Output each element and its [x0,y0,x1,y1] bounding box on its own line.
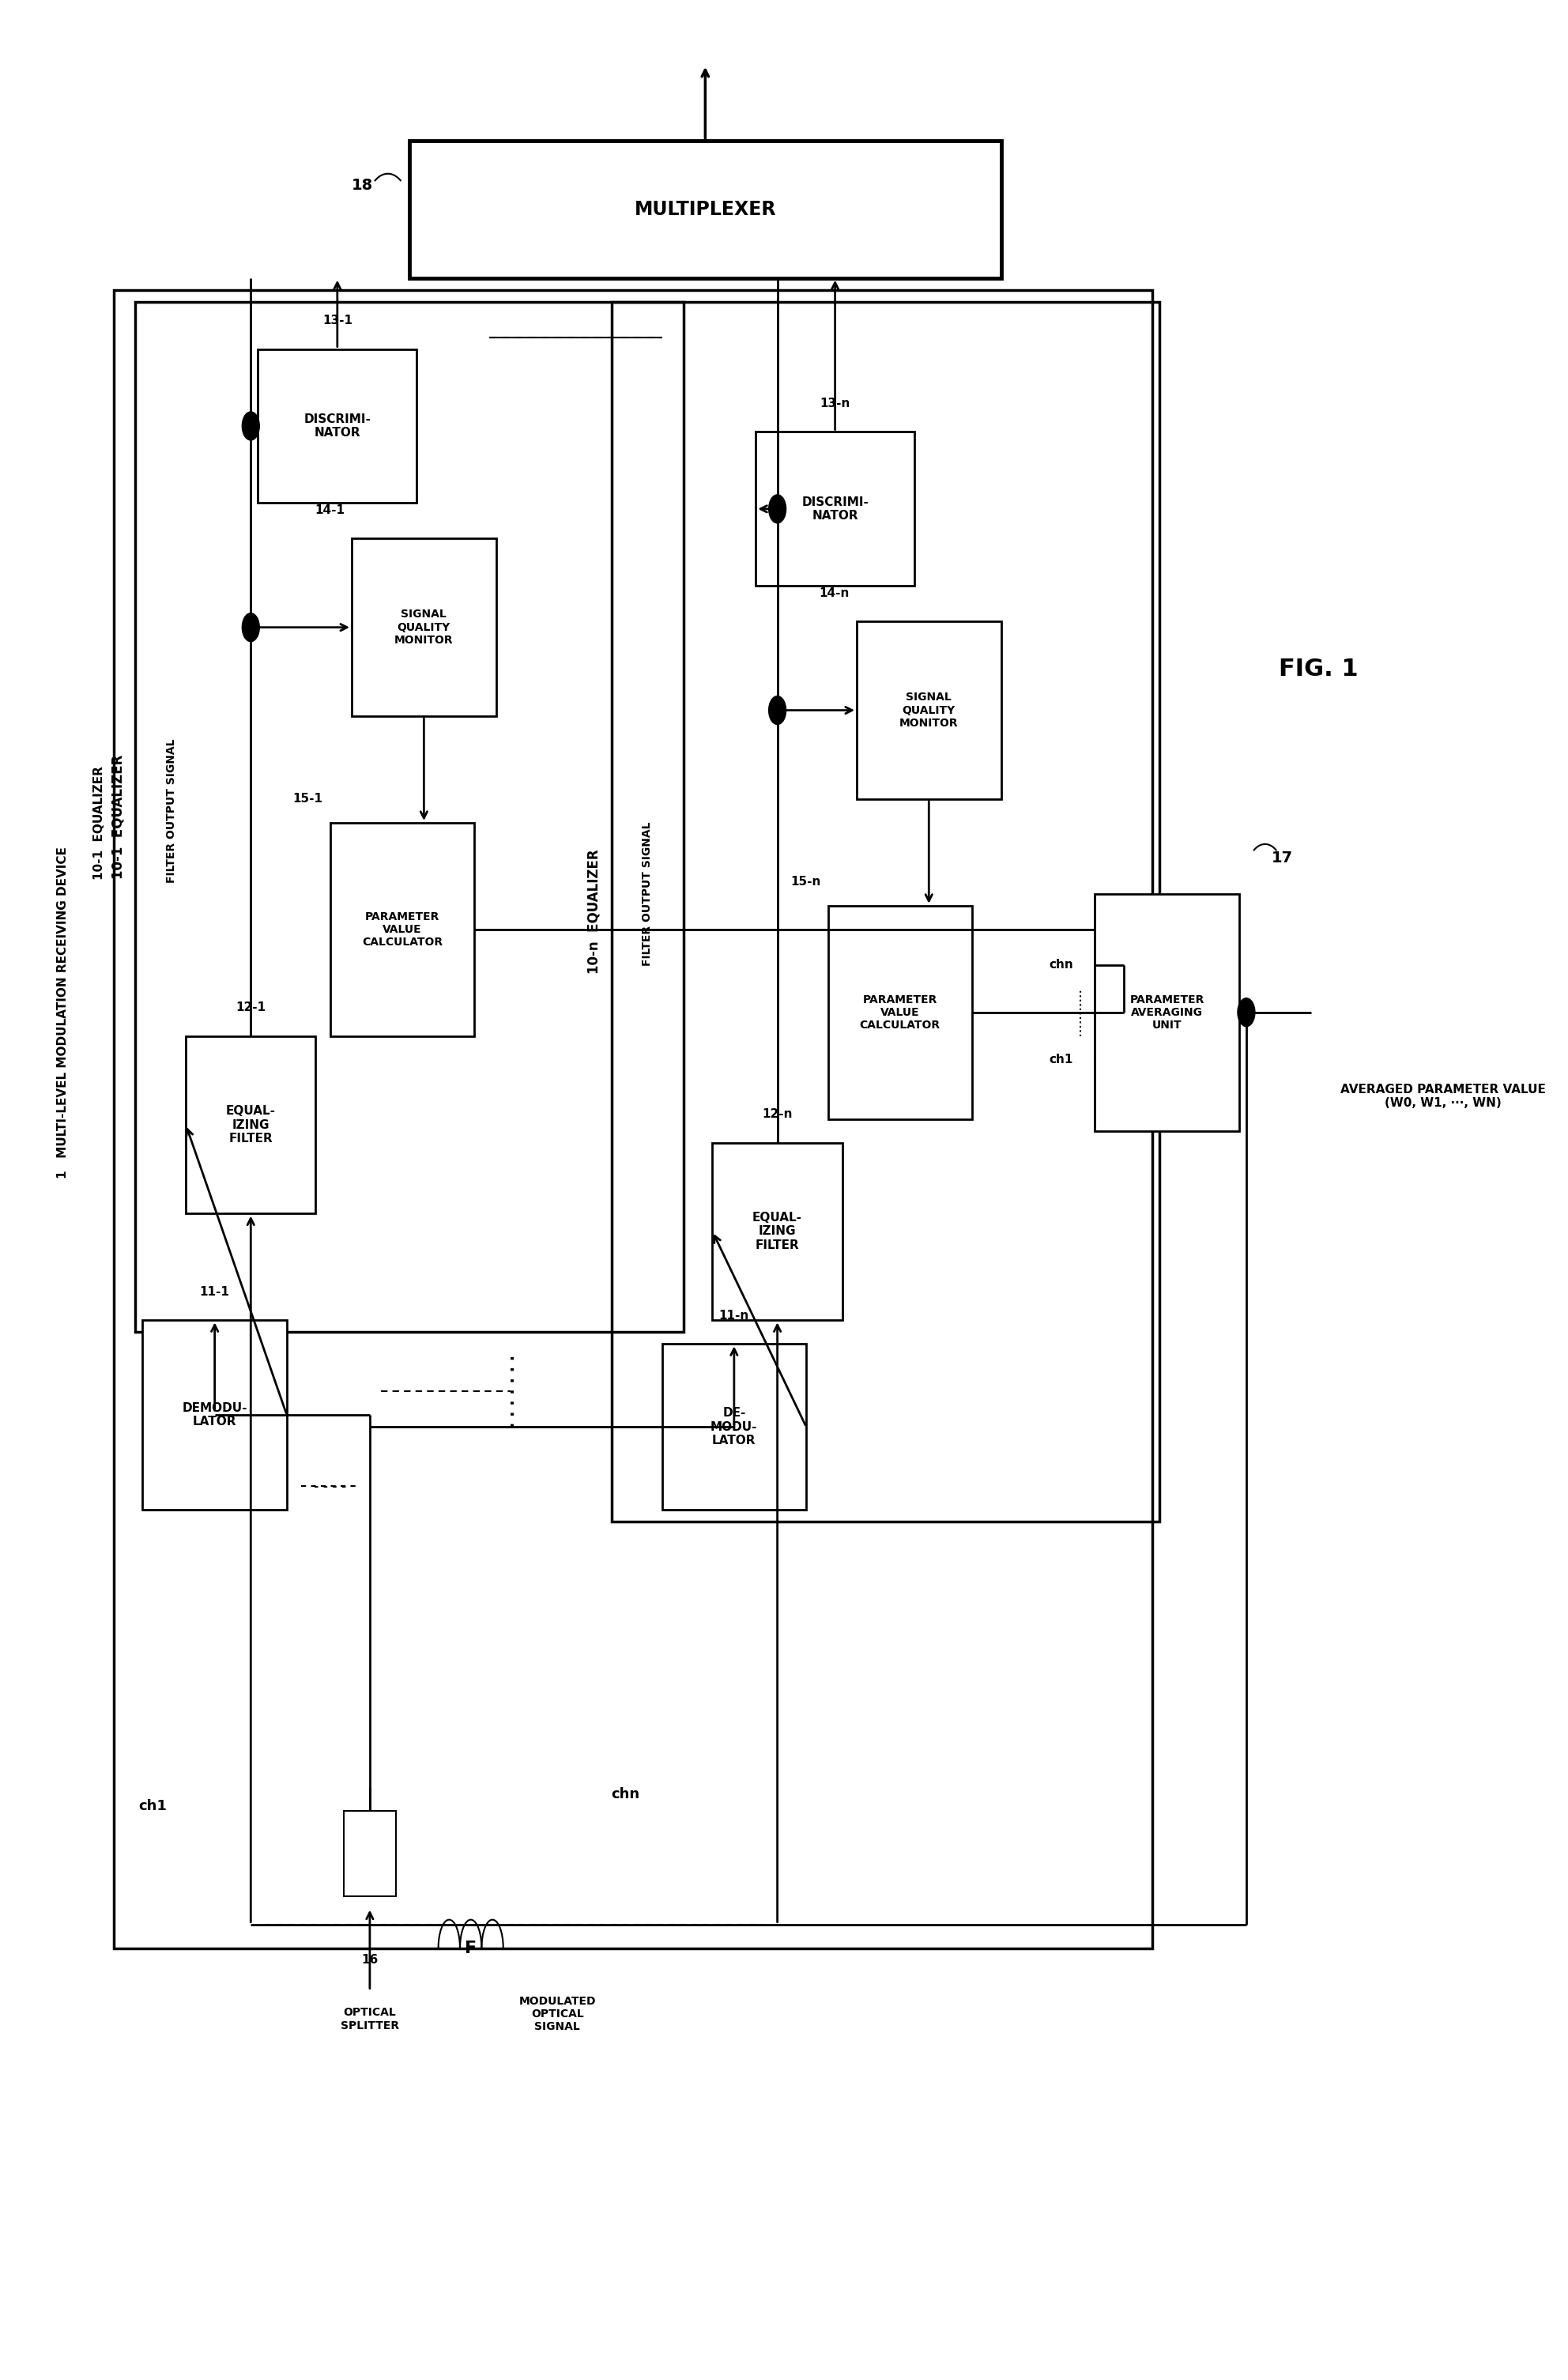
Text: DISCRIMI-
NATOR: DISCRIMI- NATOR [304,414,372,438]
Text: DEMODU-
LATOR: DEMODU- LATOR [182,1402,248,1428]
Bar [409,140,1000,278]
Bar [143,1321,287,1509]
Text: PARAMETER
AVERAGING
UNIT: PARAMETER AVERAGING UNIT [1129,995,1204,1031]
Text: EQUAL-
IZING
FILTER: EQUAL- IZING FILTER [753,1211,803,1252]
Bar [712,1142,842,1321]
Text: chn: chn [1049,959,1073,971]
Text: 14-n: 14-n [818,588,850,600]
Text: 11-n: 11-n [720,1309,750,1321]
Text: ch1: ch1 [138,1799,166,1814]
Bar [856,621,1000,800]
Circle shape [768,495,786,524]
Text: 15-1: 15-1 [293,793,323,804]
Text: · · · · · · ·: · · · · · · · [506,1354,522,1428]
Text: OPTICAL
SPLITTER: OPTICAL SPLITTER [340,2006,400,2030]
Circle shape [241,614,259,643]
Text: 10-1  EQUALIZER: 10-1 EQUALIZER [111,754,125,878]
Bar [612,302,1160,1521]
Text: MULTIPLEXER: MULTIPLEXER [635,200,776,219]
Bar [114,290,1152,1949]
Bar [135,302,684,1333]
Text: chn: chn [612,1787,640,1802]
Text: PARAMETER
VALUE
CALCULATOR: PARAMETER VALUE CALCULATOR [859,995,941,1031]
Circle shape [1237,997,1254,1026]
Bar [756,431,914,585]
Bar [1094,895,1239,1130]
Circle shape [241,412,259,440]
Text: ch1: ch1 [1049,1054,1073,1066]
Text: 18: 18 [351,178,373,193]
Text: 13-n: 13-n [820,397,850,409]
Bar [351,538,495,716]
Text: FILTER OUTPUT SIGNAL: FILTER OUTPUT SIGNAL [166,738,177,883]
Text: PARAMETER
VALUE
CALCULATOR: PARAMETER VALUE CALCULATOR [362,912,442,947]
Text: 10-1  EQUALIZER: 10-1 EQUALIZER [94,766,105,881]
Text: SIGNAL
QUALITY
MONITOR: SIGNAL QUALITY MONITOR [395,609,453,645]
Text: 16: 16 [361,1954,378,1966]
Text: 11-1: 11-1 [199,1285,229,1297]
Bar [343,1811,395,1897]
Text: AVERAGED PARAMETER VALUE
(W0, W1, ···, WN): AVERAGED PARAMETER VALUE (W0, W1, ···, W… [1341,1083,1546,1109]
Text: - - - -: - - - - [314,1480,347,1492]
Text: 14-1: 14-1 [315,505,345,516]
Text: FILTER OUTPUT SIGNAL: FILTER OUTPUT SIGNAL [641,821,652,966]
Text: DE-
MODU-
LATOR: DE- MODU- LATOR [710,1407,757,1447]
Text: MODULATED
OPTICAL
SIGNAL: MODULATED OPTICAL SIGNAL [519,1994,596,2033]
Text: 12-1: 12-1 [235,1002,267,1014]
Text: 17: 17 [1272,850,1294,866]
Circle shape [768,695,786,724]
Text: FIG. 1: FIG. 1 [1278,657,1358,681]
Text: DISCRIMI-
NATOR: DISCRIMI- NATOR [801,495,869,521]
Text: 12-n: 12-n [762,1109,792,1121]
Bar [187,1035,315,1214]
Text: 15-n: 15-n [790,876,820,888]
Text: 10-n  EQUALIZER: 10-n EQUALIZER [586,850,601,973]
Text: 1   MULTI-LEVEL MODULATION RECEIVING DEVICE: 1 MULTI-LEVEL MODULATION RECEIVING DEVIC… [58,847,69,1178]
Text: EQUAL-
IZING
FILTER: EQUAL- IZING FILTER [226,1104,276,1145]
Bar [828,907,972,1119]
Text: SIGNAL
QUALITY
MONITOR: SIGNAL QUALITY MONITOR [900,693,958,728]
Bar [331,823,475,1035]
Text: 13-1: 13-1 [323,314,353,326]
Bar [662,1345,806,1509]
Bar [259,350,417,502]
Text: F: F [464,1940,477,1956]
